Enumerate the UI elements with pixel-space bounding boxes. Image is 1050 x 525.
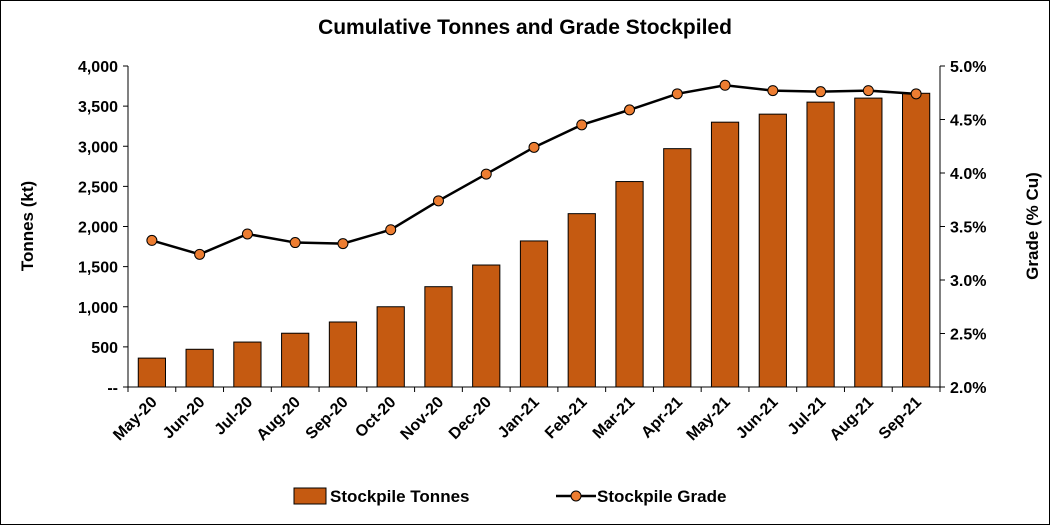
bar (233, 341, 262, 388)
y2-tick-label: 2.0% (950, 380, 986, 397)
bar (902, 92, 931, 388)
bar (854, 97, 883, 388)
x-tick-label: Dec-20 (446, 394, 495, 443)
y-tick-label: 2,000 (78, 220, 118, 237)
y-tick-label: 500 (91, 340, 118, 357)
bar (137, 357, 166, 388)
y-axis-title: Tonnes (kt) (18, 181, 37, 271)
x-tick-label: Jun-21 (733, 394, 782, 443)
bar (424, 286, 453, 388)
legend-label-tonnes: Stockpile Tonnes (330, 487, 470, 506)
grade-point (241, 228, 253, 240)
bar (758, 113, 787, 388)
y-tick-label: 1,500 (78, 260, 118, 277)
y-tick-label: -- (107, 380, 118, 397)
bar (663, 148, 692, 388)
x-tick-label: May-20 (110, 394, 160, 444)
grade-point (910, 88, 922, 100)
y-tick-label: 4,000 (78, 59, 118, 76)
x-tick-label: Jul-20 (212, 394, 257, 439)
grade-point (576, 119, 588, 131)
grade-point (289, 237, 301, 249)
x-tick-label: Jul-21 (785, 394, 830, 439)
bar (615, 181, 644, 388)
y2-axis-title: Grade (% Cu) (1023, 172, 1042, 280)
chart-title: Cumulative Tonnes and Grade Stockpiled (318, 16, 732, 39)
y-tick-label: 3,500 (78, 99, 118, 116)
grade-point (337, 238, 349, 250)
x-tick-label: May-21 (684, 394, 734, 444)
x-tick-label: Feb-21 (542, 394, 591, 443)
bar (185, 348, 214, 388)
legend-swatch-grade-marker (570, 490, 582, 502)
line-layer (146, 79, 922, 260)
y2-tick-label: 5.0% (950, 59, 986, 76)
x-tick-label: Mar-21 (590, 394, 639, 443)
legend-label-grade: Stockpile Grade (597, 487, 726, 506)
grade-point (432, 195, 444, 207)
grade-point (815, 86, 827, 98)
bar (710, 121, 740, 388)
bar (519, 240, 549, 388)
bar (328, 321, 358, 388)
grade-point (719, 79, 731, 91)
grade-point (528, 141, 540, 153)
x-tick-label: Jun-20 (160, 394, 209, 443)
y-tick-label: 1,000 (78, 300, 118, 317)
bar (376, 306, 405, 388)
y2-tick-label: 3.5% (950, 220, 986, 237)
x-tick-label: Aug-21 (827, 394, 877, 444)
y2-tick-label: 4.0% (950, 166, 986, 183)
bar (281, 332, 310, 388)
x-tick-label: Oct-20 (352, 394, 399, 441)
y2-tick-label: 3.0% (950, 273, 986, 290)
x-tick-label: Sep-20 (303, 394, 352, 443)
y2-tick-label: 4.5% (950, 113, 986, 130)
bar (567, 213, 596, 388)
grade-point (385, 224, 397, 236)
grade-point (624, 104, 636, 116)
grade-point (480, 168, 492, 180)
x-tick-label: Nov-20 (398, 394, 448, 444)
legend-swatch-tonnes (293, 487, 327, 505)
x-tick-label: Jan-21 (495, 394, 543, 442)
grade-point (146, 234, 158, 246)
x-tick-label: Sep-21 (876, 394, 925, 443)
y2-tick-label: 2.5% (950, 327, 986, 344)
x-tick-label: Aug-20 (254, 394, 304, 444)
grade-point (671, 88, 683, 100)
bars-layer (137, 92, 931, 388)
grade-line (151, 83, 917, 256)
legend: Stockpile Tonnes Stockpile Grade (293, 487, 726, 506)
bar (472, 264, 501, 388)
y-tick-label: 2,500 (78, 179, 118, 196)
bar (806, 101, 835, 388)
y-tick-label: 3,000 (78, 139, 118, 156)
grade-point (862, 85, 874, 97)
grade-point (767, 85, 779, 97)
grade-point (194, 248, 206, 260)
x-tick-label: Apr-21 (638, 394, 686, 442)
